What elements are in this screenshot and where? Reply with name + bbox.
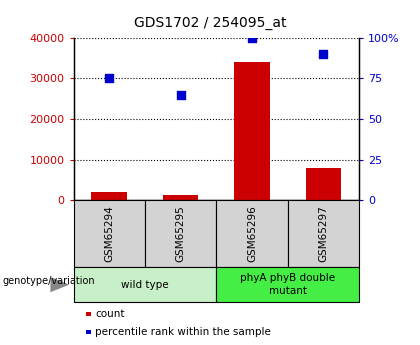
Text: phyA phyB double
mutant: phyA phyB double mutant [240,274,335,296]
Bar [163,195,199,200]
Point [177,92,184,97]
Text: genotype/variation: genotype/variation [2,276,95,286]
Text: count: count [95,309,125,319]
Text: GSM65297: GSM65297 [318,205,328,262]
Polygon shape [50,277,69,292]
Text: wild type: wild type [121,280,169,289]
Bar [305,168,341,200]
Point [320,51,327,57]
Text: GDS1702 / 254095_at: GDS1702 / 254095_at [134,16,286,30]
Text: GSM65295: GSM65295 [176,205,186,262]
Bar [234,62,270,200]
Text: percentile rank within the sample: percentile rank within the sample [95,327,271,337]
Point [106,76,113,81]
Text: GSM65294: GSM65294 [104,205,114,262]
Text: GSM65296: GSM65296 [247,205,257,262]
Point [249,35,255,41]
Bar [92,192,127,200]
